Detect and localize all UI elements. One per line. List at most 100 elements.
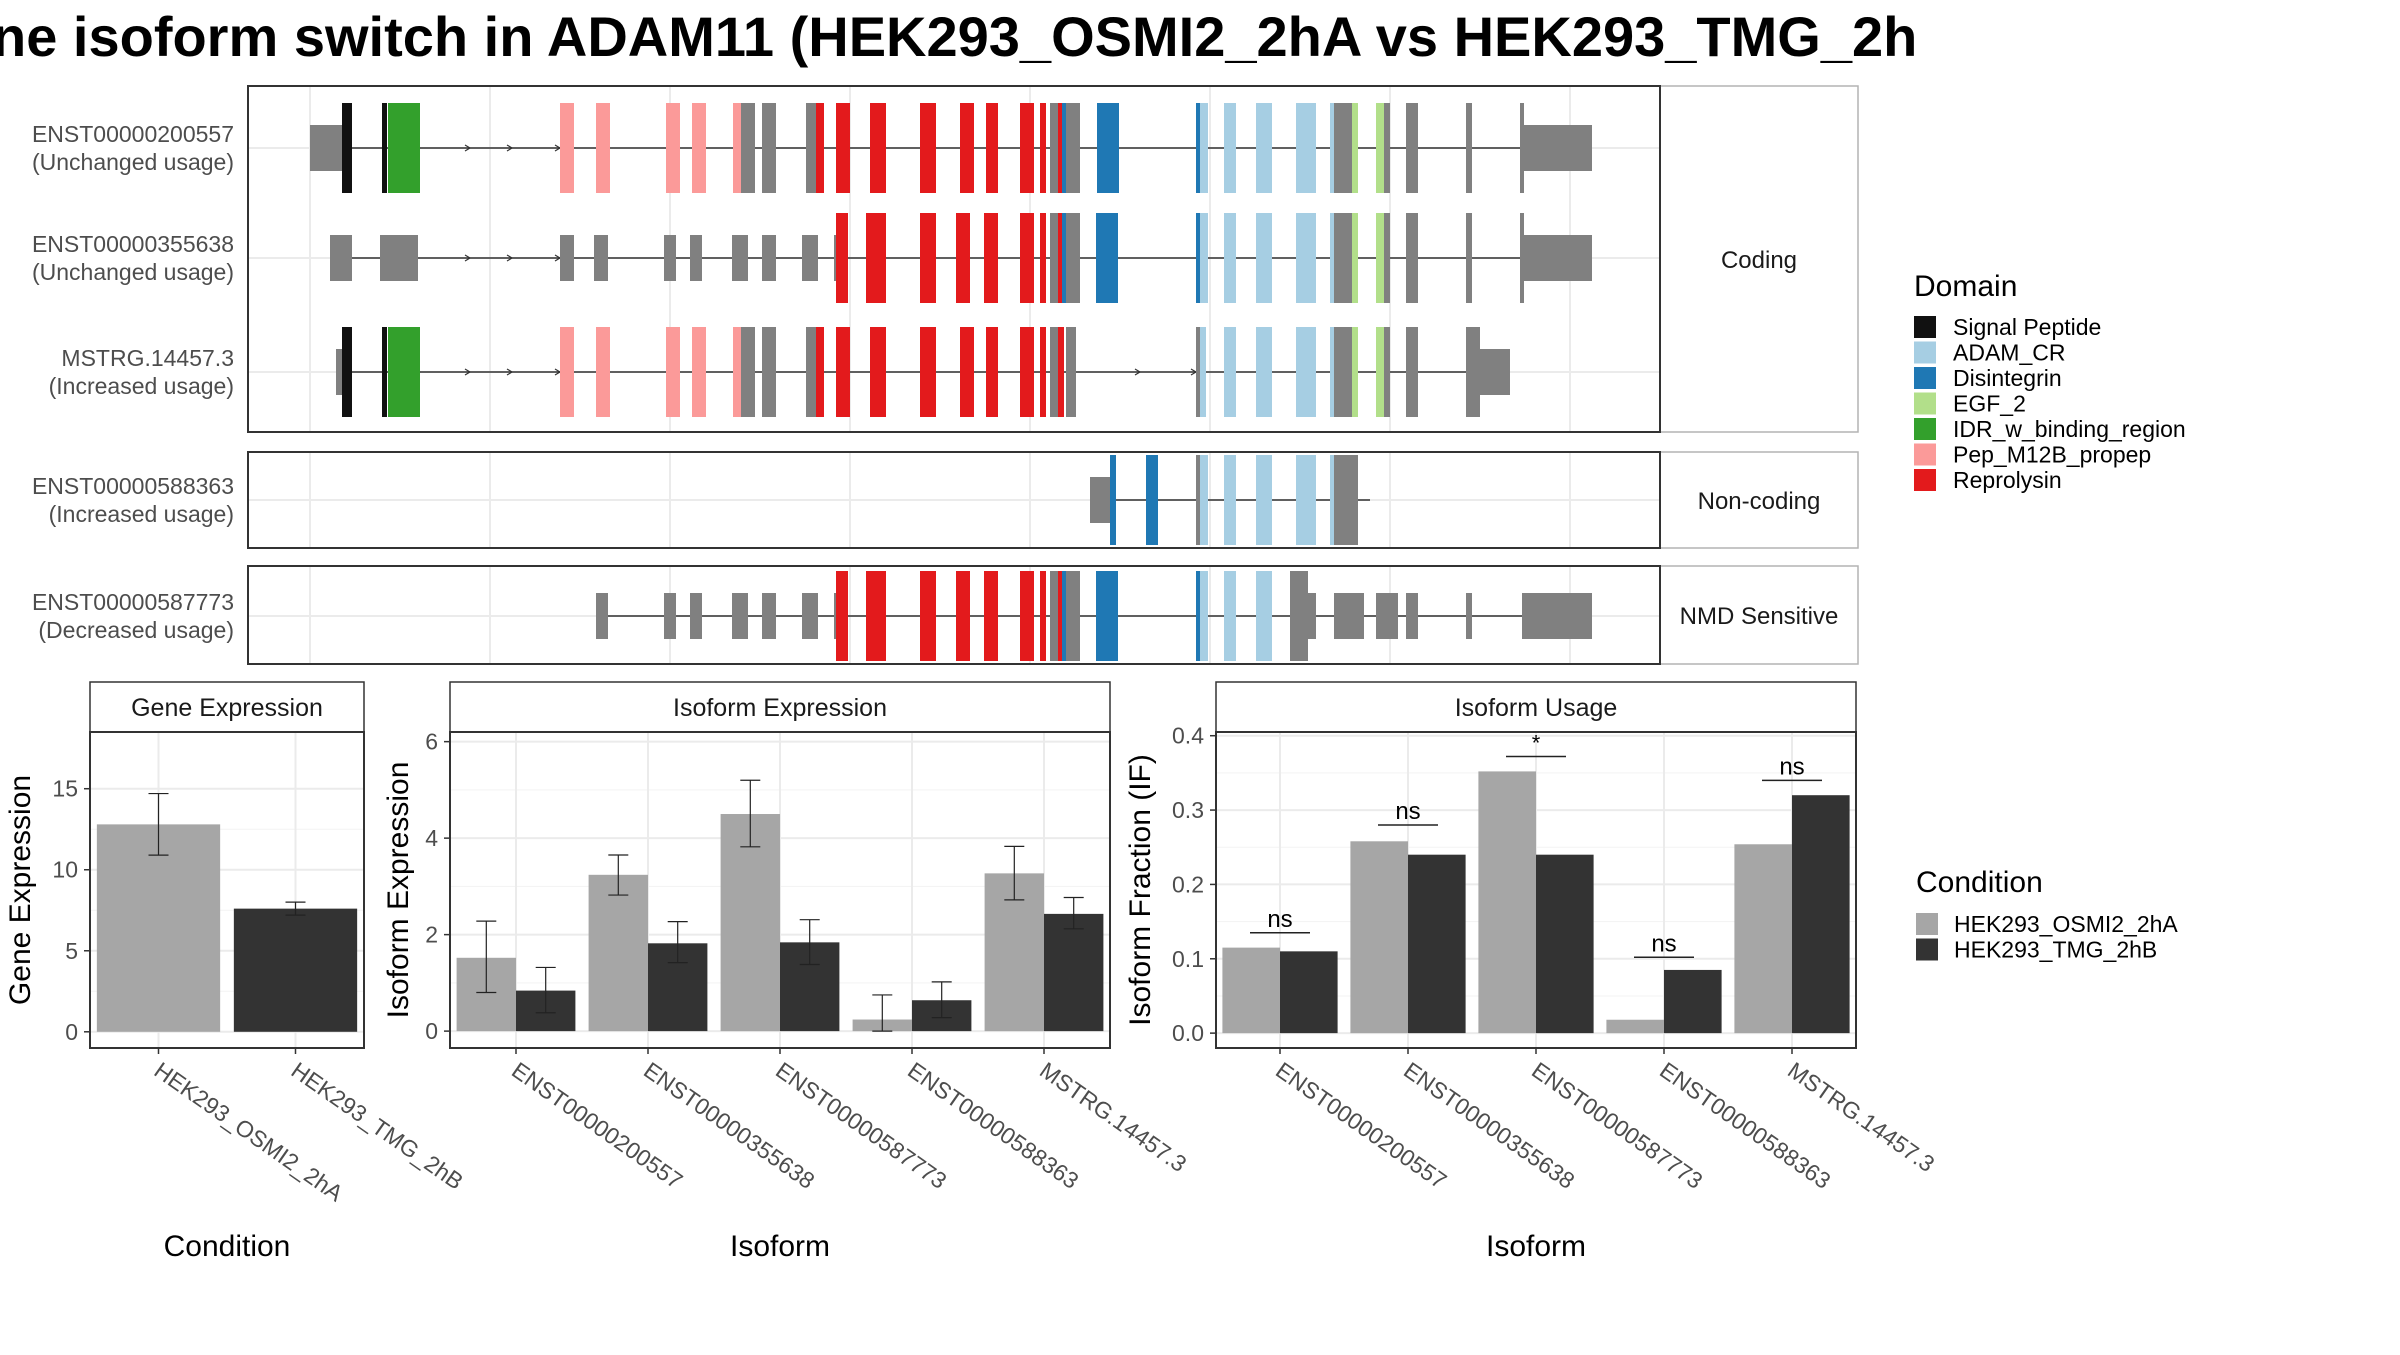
significance-label: *: [1532, 731, 1541, 756]
figure-title: ne isoform switch in ADAM11 (HEK293_OSMI…: [0, 5, 1917, 68]
utr-exon: [664, 593, 676, 639]
bar: [233, 908, 358, 1032]
bar: [1478, 771, 1536, 1034]
reprolysin-domain: [836, 327, 850, 417]
significance-label: ns: [1395, 798, 1420, 825]
intron-arrow: [464, 144, 472, 152]
idr-domain: [388, 103, 420, 193]
y-tick-label: 5: [65, 938, 78, 964]
significance-label: ns: [1267, 906, 1292, 933]
pep-m12b-domain: [596, 103, 610, 193]
bar: [1408, 854, 1466, 1034]
coding-exon: [741, 103, 755, 193]
x-axis-title: Condition: [164, 1230, 291, 1263]
pep-m12b-domain: [596, 327, 610, 417]
transcript-usage-label: (Unchanged usage): [32, 149, 234, 175]
coding-exon: [1520, 103, 1524, 193]
coding-exon: [762, 103, 776, 193]
utr-exon: [596, 593, 608, 639]
bar: [1792, 795, 1850, 1034]
structure-panel-border: [247, 451, 1661, 549]
chart-strip: [1215, 681, 1857, 733]
disintegrin-domain: [1062, 213, 1066, 303]
signal-peptide-domain: [382, 103, 387, 193]
adam-cr-domain: [1224, 327, 1236, 417]
signal-peptide-domain: [382, 327, 387, 417]
egf2-domain: [1376, 327, 1384, 417]
disintegrin-domain: [1062, 103, 1066, 193]
pep-m12b-domain: [560, 103, 574, 193]
utr-exon: [802, 593, 818, 639]
coding-exon: [1334, 327, 1352, 417]
utr-exon: [594, 235, 608, 281]
y-axis-title: Isoform Expression: [382, 762, 415, 1019]
disintegrin-domain: [1196, 103, 1200, 193]
coding-exon: [1196, 327, 1200, 417]
y-tick-label: 0.0: [1172, 1020, 1204, 1046]
bar: [720, 814, 780, 1032]
y-tick-label: 0.3: [1172, 797, 1204, 823]
legend-label: Reprolysin: [1953, 467, 2062, 493]
coding-exon: [1466, 327, 1480, 417]
adam-cr-domain: [1256, 327, 1272, 417]
y-tick-label: 0.2: [1172, 871, 1204, 897]
coding-exon: [1334, 213, 1352, 303]
egf2-domain: [1376, 103, 1384, 193]
coding-exon: [1520, 213, 1524, 303]
adam-cr-domain: [1330, 327, 1334, 417]
reprolysin-domain: [1040, 571, 1046, 661]
adam-cr-domain: [1200, 213, 1208, 303]
coding-exon: [1196, 455, 1200, 545]
egf2-domain: [1376, 213, 1384, 303]
utr-exon: [762, 235, 776, 281]
pep-m12b-domain: [666, 327, 680, 417]
coding-exon: [1066, 571, 1076, 661]
reprolysin-domain: [870, 103, 886, 193]
legend-label: IDR_w_binding_region: [1953, 416, 2186, 442]
intron-arrow: [506, 368, 514, 376]
utr-exon: [690, 593, 702, 639]
reprolysin-domain: [920, 103, 936, 193]
chart-title: Isoform Usage: [1455, 694, 1618, 722]
bar: [1536, 854, 1594, 1034]
transcript-usage-label: (Increased usage): [49, 501, 234, 527]
coding-exon: [1050, 571, 1058, 661]
reprolysin-domain: [816, 103, 824, 193]
facet-strip: [1659, 85, 1859, 433]
y-tick-label: 0.4: [1172, 723, 1204, 749]
utr-exon: [1524, 235, 1592, 281]
reprolysin-domain: [986, 103, 998, 193]
intron-arrow: [506, 144, 514, 152]
condition-legend-title: Condition: [1916, 866, 2043, 899]
chart-title: Isoform Expression: [673, 694, 887, 722]
reprolysin-domain: [920, 327, 936, 417]
legend-swatch: [1916, 938, 1938, 961]
legend-swatch: [1916, 913, 1938, 935]
legend-label: HEK293_TMG_2hB: [1954, 937, 2157, 963]
y-axis-title: Isoform Fraction (IF): [1124, 754, 1157, 1026]
disintegrin-domain: [1096, 571, 1118, 661]
egf2-domain: [1352, 213, 1358, 303]
coding-exon: [1334, 103, 1352, 193]
reprolysin-domain: [986, 327, 998, 417]
legend-swatch: [1914, 443, 1936, 466]
disintegrin-domain: [1146, 455, 1158, 545]
reprolysin-domain: [1020, 103, 1034, 193]
transcript-usage-label: (Decreased usage): [38, 617, 234, 643]
bar: [1280, 951, 1338, 1034]
y-tick-label: 10: [52, 857, 78, 883]
utr-exon: [1406, 593, 1418, 639]
facet-label: Coding: [1721, 247, 1797, 274]
y-tick-label: 6: [425, 729, 438, 755]
utr-exon: [1478, 349, 1510, 395]
disintegrin-domain: [1096, 213, 1118, 303]
legend-swatch: [1914, 418, 1936, 440]
facet-label: NMD Sensitive: [1680, 603, 1839, 630]
structure-panel-border: [247, 85, 1661, 433]
disintegrin-domain: [1110, 455, 1116, 545]
coding-exon: [1334, 455, 1358, 545]
reprolysin-domain: [960, 103, 974, 193]
reprolysin-domain: [984, 571, 998, 661]
adam-cr-domain: [1330, 213, 1334, 303]
